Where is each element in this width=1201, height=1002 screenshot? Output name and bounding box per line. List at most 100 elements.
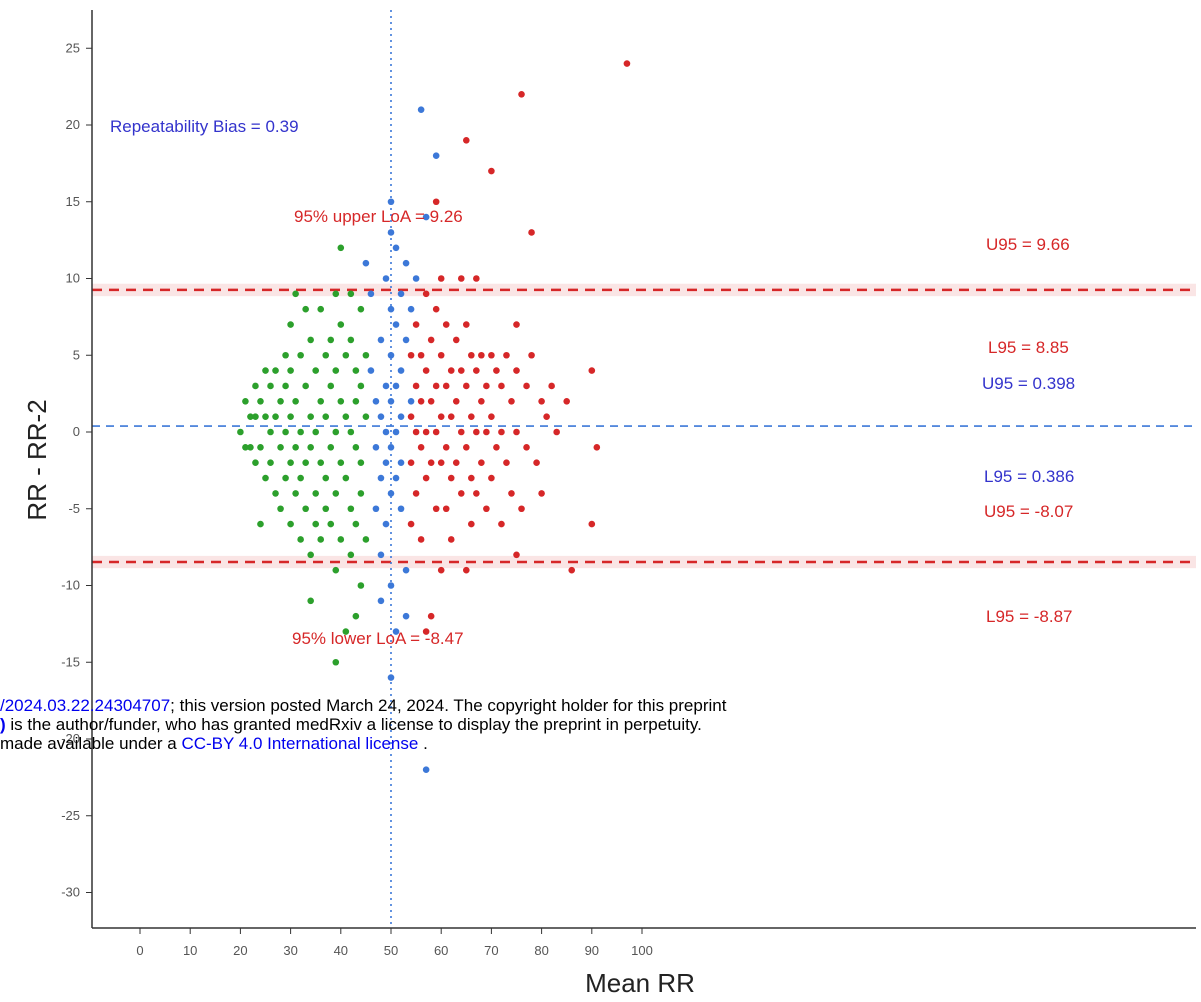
point-blue-40	[407, 305, 415, 313]
y-tick-label-20: 20	[66, 117, 80, 132]
point-blue-36	[402, 259, 410, 267]
point-blue-25	[392, 244, 400, 252]
point-red-4	[412, 321, 420, 328]
point-blue-9	[377, 551, 385, 559]
point-red-44	[457, 428, 465, 436]
point-green-42	[302, 505, 309, 513]
preprint-line-3: made available under a CC-BY 4.0 Interna…	[0, 734, 1000, 753]
point-blue-29	[392, 474, 400, 482]
x-tick-label-60: 60	[434, 943, 448, 958]
point-blue-28	[392, 428, 400, 436]
point-green-1	[242, 398, 249, 405]
x-tick-label-40: 40	[334, 943, 348, 958]
point-red-38	[447, 536, 455, 543]
point-red-78	[513, 321, 520, 328]
point-green-80	[347, 428, 355, 436]
point-blue-26	[392, 321, 400, 328]
point-green-64	[332, 367, 340, 374]
point-red-48	[463, 382, 470, 390]
point-red-47	[463, 321, 470, 328]
u95-upper-annotation: U95 = 9.66	[986, 235, 1070, 254]
point-blue-27	[392, 382, 400, 390]
point-blue-31	[397, 290, 405, 298]
point-green-95	[362, 536, 370, 543]
point-green-58	[322, 505, 330, 513]
point-blue-14	[382, 459, 390, 467]
point-green-97	[307, 597, 314, 605]
point-red-24	[432, 428, 440, 436]
point-blue-0	[362, 259, 370, 267]
point-blue-11	[382, 275, 390, 282]
point-green-38	[297, 536, 304, 543]
point-red-58	[473, 490, 480, 497]
point-red-73	[498, 520, 505, 528]
point-green-5	[252, 382, 259, 390]
point-green-33	[292, 444, 299, 451]
y-tick-label--10: -10	[61, 578, 80, 593]
point-red-33	[442, 444, 450, 451]
point-green-2	[242, 444, 249, 451]
point-green-77	[342, 628, 350, 635]
point-red-91	[543, 413, 550, 420]
point-green-91	[357, 490, 365, 497]
point-blue-38	[402, 566, 410, 574]
license-link[interactable]: CC-BY 4.0 International license	[181, 734, 419, 753]
point-red-88	[533, 459, 540, 467]
point-red-14	[422, 428, 430, 436]
point-red-51	[468, 351, 475, 359]
point-green-86	[352, 520, 360, 528]
point-green-46	[307, 551, 314, 559]
point-blue-44	[422, 213, 430, 221]
point-green-25	[282, 474, 289, 482]
x-tick-label-80: 80	[534, 943, 548, 958]
point-blue-46	[422, 766, 430, 773]
y-axis-title: RR - RR-2	[22, 399, 52, 520]
point-red-35	[447, 367, 455, 374]
point-green-4	[247, 444, 254, 451]
l95-upper-annotation: L95 = 8.85	[988, 338, 1069, 357]
point-red-11	[417, 536, 425, 543]
point-red-79	[513, 367, 520, 374]
point-green-36	[297, 428, 304, 436]
point-red-43	[457, 367, 465, 374]
point-green-32	[292, 398, 299, 405]
point-blue-23	[387, 582, 395, 589]
point-green-18	[272, 490, 279, 497]
preprint-line-1: /2024.03.22.24304707; this version poste…	[0, 696, 1000, 715]
point-green-53	[317, 459, 325, 467]
point-green-6	[252, 413, 259, 420]
x-tick-label-100: 100	[631, 943, 653, 958]
point-red-3	[407, 520, 415, 528]
point-green-50	[312, 520, 320, 528]
point-green-65	[332, 428, 340, 436]
point-red-0	[407, 351, 415, 359]
point-red-65	[488, 167, 495, 175]
point-green-71	[337, 398, 345, 405]
doi-link[interactable]: /2024.03.22.24304707	[0, 696, 171, 715]
point-red-64	[483, 505, 490, 513]
point-blue-13	[382, 428, 390, 436]
point-red-5	[412, 382, 420, 390]
point-red-23	[432, 382, 440, 390]
point-red-17	[427, 336, 435, 344]
point-red-32	[442, 382, 450, 390]
point-red-34	[442, 505, 450, 513]
point-green-59	[327, 336, 335, 344]
point-green-83	[352, 367, 360, 374]
point-green-23	[282, 382, 289, 390]
y-tick-label--25: -25	[61, 808, 80, 823]
point-red-83	[518, 505, 525, 513]
point-blue-18	[387, 305, 395, 313]
point-blue-30	[392, 628, 400, 635]
point-red-9	[417, 398, 425, 405]
point-red-42	[457, 275, 465, 282]
preprint-line-2-bold: )	[0, 715, 6, 734]
preprint-line-3-end: .	[418, 734, 428, 753]
x-tick-label-0: 0	[136, 943, 143, 958]
point-blue-21	[387, 444, 395, 451]
point-blue-43	[417, 106, 425, 113]
point-red-56	[473, 367, 480, 374]
point-green-78	[347, 290, 355, 298]
point-green-15	[267, 459, 274, 467]
point-blue-2	[367, 367, 375, 374]
